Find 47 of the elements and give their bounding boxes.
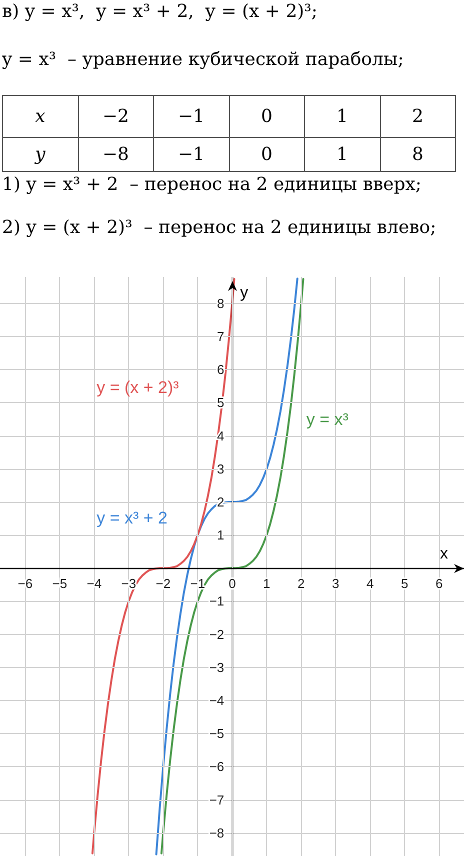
- category-label: 0: [229, 138, 304, 172]
- x-tick-label: 2: [298, 576, 305, 592]
- text: x: [2, 96, 78, 138]
- y-axis-title: y: [240, 284, 248, 302]
- x-tick-label: −2: [156, 576, 171, 592]
- text: в) y = x³, y = x³ + 2, y = (x + 2)³;: [2, 0, 318, 24]
- x-tick-label: 5: [401, 576, 408, 592]
- text: 2) y = (x + 2)³ – перенос на 2 единицы влево;: [2, 216, 436, 240]
- x-tick-label: 3: [332, 576, 340, 592]
- x-tick-label: 1: [263, 576, 270, 592]
- category-label: −2: [78, 96, 154, 138]
- y-tick-label: 1: [216, 528, 224, 543]
- x-tick-label: −6: [18, 576, 33, 592]
- y-tick-label: −4: [209, 692, 224, 708]
- y-tick-label: −2: [209, 626, 224, 642]
- text: y: [2, 138, 78, 172]
- x-tick-label: 4: [366, 576, 374, 592]
- data-label: 1: [304, 96, 380, 138]
- x-tick-label: −5: [52, 576, 68, 592]
- y-tick-label: −8: [209, 825, 224, 840]
- x-tick-label: 0: [228, 576, 236, 592]
- series-label: y = x³: [306, 410, 349, 430]
- y-tick-label: −5: [209, 726, 224, 742]
- x-tick-label: −1: [190, 576, 206, 592]
- y-tick-label: 7: [216, 329, 224, 344]
- data-label: 0: [229, 96, 304, 138]
- category-label: 2: [380, 96, 456, 138]
- x-axis-title: x: [440, 546, 448, 563]
- text: 1) y = x³ + 2 – перенос на 2 единицы вверх;: [2, 173, 422, 197]
- data-label: −8: [78, 138, 154, 172]
- series-label: y = x³ + 2: [96, 508, 168, 528]
- y-tick-label: 8: [216, 296, 224, 311]
- y-tick-label: −7: [209, 792, 224, 808]
- x-tick-label: 6: [436, 576, 443, 592]
- y-tick-label: −3: [209, 660, 224, 675]
- data-label: 8: [380, 138, 456, 172]
- y-tick-label: −1: [209, 594, 224, 609]
- y-tick-label: 3: [216, 461, 224, 476]
- y-tick-label: 6: [216, 362, 224, 378]
- x-tick-label: −3: [121, 576, 136, 592]
- y-tick-label: 5: [216, 395, 224, 410]
- y-tick-label: −6: [209, 759, 224, 774]
- category-label: 1: [304, 138, 380, 172]
- y-tick-label: 4: [216, 428, 224, 444]
- text: y = x³ – уравнение кубической параболы;: [2, 48, 404, 72]
- text: y = (x + 2)³: [96, 378, 180, 398]
- x-tick-label: −4: [86, 576, 102, 592]
